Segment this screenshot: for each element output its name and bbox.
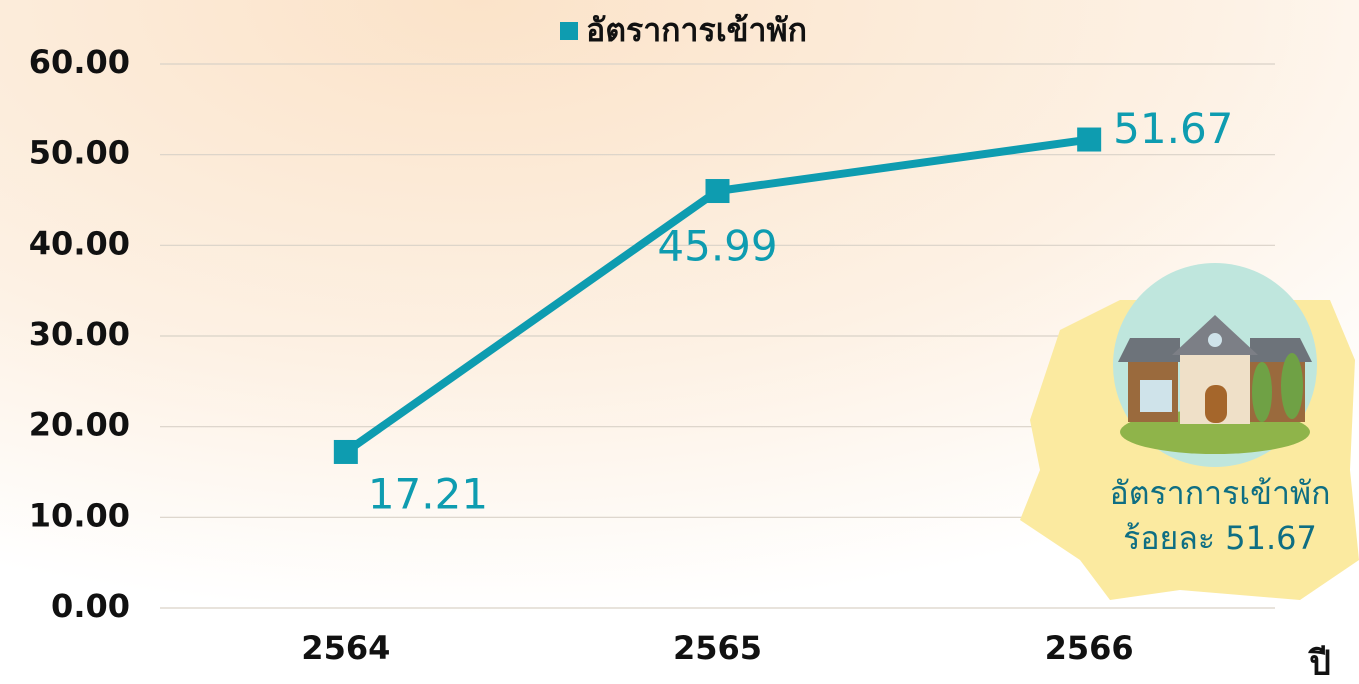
legend-marker bbox=[560, 22, 578, 40]
data-marker bbox=[706, 179, 730, 203]
x-tick-label: 2565 bbox=[673, 629, 762, 667]
y-tick-label: 40.00 bbox=[29, 224, 130, 262]
y-tick-label: 60.00 bbox=[29, 43, 130, 81]
annotation: ร้อยละ 51.67 bbox=[1123, 519, 1317, 557]
data-label: 51.67 bbox=[1113, 104, 1233, 153]
x-tick-label: 2564 bbox=[301, 629, 390, 667]
y-tick-label: 50.00 bbox=[29, 134, 130, 172]
x-tick-label: 2566 bbox=[1045, 629, 1134, 667]
data-marker bbox=[1077, 128, 1101, 152]
x-axis-label: ปี bbox=[1307, 644, 1330, 684]
legend-label: อัตราการเข้าพัก bbox=[586, 11, 807, 49]
chart: อัตราการเข้าพัก ร้อยละ 51.67 ปี 0.00 10.0… bbox=[0, 0, 1359, 684]
y-tick-label: 30.00 bbox=[29, 315, 130, 353]
data-marker bbox=[334, 440, 358, 464]
y-tick-label: 20.00 bbox=[29, 406, 130, 444]
data-label: 45.99 bbox=[657, 222, 777, 271]
y-tick-label: 0.00 bbox=[51, 587, 130, 625]
page: {"chart_data": { "type": "line", "catego… bbox=[0, 0, 1359, 684]
y-tick-label: 10.00 bbox=[29, 496, 130, 534]
annotation: อัตราการเข้าพัก bbox=[1110, 474, 1331, 512]
data-label: 17.21 bbox=[368, 469, 488, 518]
